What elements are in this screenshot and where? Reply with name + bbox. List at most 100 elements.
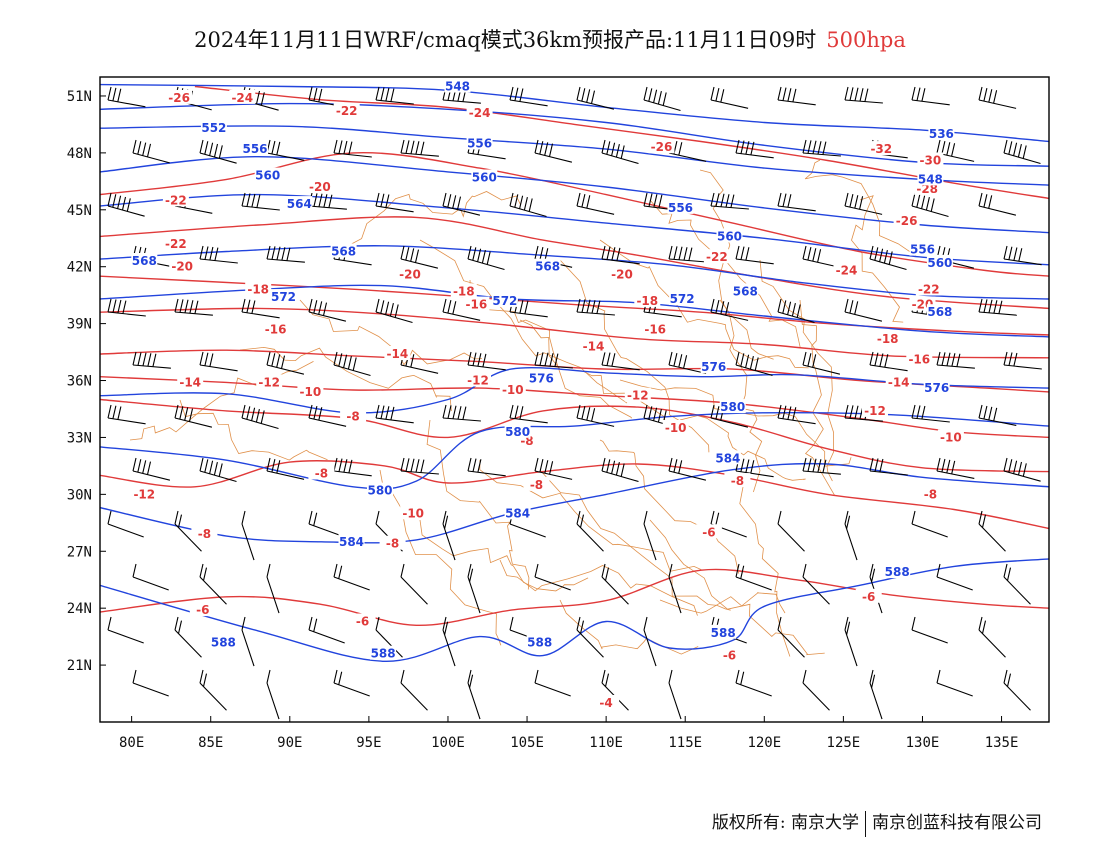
wind-barb-staff bbox=[174, 523, 202, 552]
wind-barb-staff bbox=[601, 470, 639, 483]
wind-barb-feather bbox=[251, 407, 256, 421]
wind-barb-feather bbox=[648, 88, 653, 102]
wind-barb-feather bbox=[209, 246, 214, 261]
wind-barb-feather bbox=[601, 139, 606, 154]
wind-barb-staff bbox=[710, 311, 749, 321]
wind-barb-feather bbox=[616, 247, 621, 262]
wind-barb-staff bbox=[107, 311, 146, 317]
wind-barb-staff bbox=[132, 152, 170, 164]
wind-barb-feather bbox=[871, 568, 876, 582]
wind-barb-feather bbox=[869, 669, 874, 684]
wind-barb-staff bbox=[266, 364, 305, 375]
wind-barb-feather bbox=[859, 88, 864, 102]
wind-barb-feather bbox=[204, 246, 209, 260]
wind-barb-feather bbox=[452, 301, 457, 315]
wind-barb-feather bbox=[601, 563, 606, 578]
boundary-line bbox=[799, 299, 835, 496]
height-label-bg bbox=[909, 241, 936, 256]
wind-barb-feather bbox=[941, 140, 946, 155]
wind-barb-feather bbox=[601, 669, 606, 684]
wind-barb-feather bbox=[668, 457, 673, 472]
wind-barb-staff bbox=[936, 364, 975, 369]
height-label: 556 bbox=[668, 201, 693, 215]
wind-barb-feather bbox=[122, 300, 127, 314]
height-label: 584 bbox=[715, 451, 740, 465]
wind-barb-feather bbox=[579, 620, 585, 634]
wind-barb-feather bbox=[142, 460, 147, 474]
wind-barb-feather bbox=[214, 247, 219, 261]
wind-barb-feather bbox=[524, 300, 529, 315]
wind-barb-staff bbox=[936, 682, 973, 697]
wind-barb-feather bbox=[218, 145, 223, 159]
wind-barb-feather bbox=[333, 563, 338, 578]
wind-barb-staff bbox=[936, 470, 975, 479]
wind-barb-feather bbox=[911, 86, 916, 101]
temperature-label-bg bbox=[917, 152, 944, 167]
wind-barb-feather bbox=[394, 304, 399, 318]
temperature-labels: -26 -24-22 -24-20-22-22-20-18-20-18-16-20-… bbox=[131, 89, 964, 710]
wind-barb-feather bbox=[260, 92, 265, 106]
wind-barb-staff bbox=[107, 523, 144, 538]
wind-barb-feather bbox=[266, 563, 271, 578]
height-label: 572 bbox=[670, 292, 695, 306]
height-label-bg bbox=[367, 482, 393, 497]
height-label: 552 bbox=[201, 121, 226, 135]
wind-barb-feather bbox=[591, 408, 596, 422]
wind-barb-feather bbox=[869, 457, 874, 472]
height-label: 588 bbox=[711, 626, 736, 640]
wind-barb-feather bbox=[620, 145, 625, 159]
copyright-text: 版权所有: 南京大学 bbox=[711, 813, 859, 833]
wind-barb-staff bbox=[643, 629, 657, 667]
wind-barb-feather bbox=[534, 245, 539, 260]
wind-barb-staff bbox=[601, 364, 640, 371]
wind-barb-feather bbox=[854, 301, 859, 315]
wind-barb-feather bbox=[539, 141, 544, 155]
wind-barb-feather bbox=[678, 354, 683, 368]
wind-barb-feather bbox=[936, 669, 941, 684]
wind-barb-feather bbox=[941, 458, 946, 473]
temperature-label-bg bbox=[893, 213, 920, 228]
wind-barb-feather bbox=[348, 141, 353, 155]
wind-barb-feather bbox=[871, 674, 876, 688]
wind-barb-feather bbox=[112, 299, 117, 313]
wind-barb-staff bbox=[534, 576, 571, 591]
temperature-label: -6 bbox=[702, 525, 715, 539]
wind-barb-feather bbox=[812, 458, 817, 472]
wind-barb-feather bbox=[846, 515, 851, 529]
wind-barb-feather bbox=[951, 143, 956, 157]
footer-separator bbox=[865, 810, 866, 837]
wind-barb-feather bbox=[338, 353, 343, 367]
wind-barb-feather bbox=[199, 563, 204, 578]
temperature-label: -6 bbox=[356, 615, 369, 629]
wind-barb-feather bbox=[199, 245, 204, 260]
wind-barb-feather bbox=[1003, 457, 1008, 472]
wind-barb-feather bbox=[467, 245, 472, 260]
lon-tick-label: 95E bbox=[356, 735, 381, 751]
temperature-label-bg bbox=[397, 266, 423, 281]
wind-barb-feather bbox=[184, 299, 189, 313]
temperature-label-bg bbox=[297, 383, 324, 398]
temperature-label-bg bbox=[906, 351, 933, 366]
wind-barb-feather bbox=[981, 514, 987, 528]
wind-barb-staff bbox=[576, 629, 604, 658]
wind-barb-feather bbox=[174, 510, 179, 525]
wind-barb-staff bbox=[266, 258, 305, 263]
wind-barb-feather bbox=[643, 510, 648, 525]
wind-barb-feather bbox=[854, 87, 859, 101]
wind-barb-feather bbox=[620, 463, 625, 477]
wind-barb-feather bbox=[792, 407, 797, 421]
wind-barb-feather bbox=[911, 616, 916, 631]
temperature-label-bg bbox=[308, 465, 335, 480]
temperature-label: -24 bbox=[231, 91, 253, 105]
wind-barb-feather bbox=[400, 245, 405, 260]
wind-barb-feather bbox=[715, 193, 720, 207]
wind-barb-staff bbox=[400, 682, 428, 711]
wind-barb-staff bbox=[174, 417, 213, 428]
height-label: 536 bbox=[929, 127, 954, 141]
wind-barb-staff bbox=[509, 311, 548, 318]
wind-barb-feather bbox=[251, 300, 256, 314]
wind-barb-feather bbox=[581, 88, 586, 102]
wind-barb-staff bbox=[802, 470, 841, 475]
height-label: 568 bbox=[132, 254, 157, 268]
wind-barb-feather bbox=[420, 459, 425, 473]
